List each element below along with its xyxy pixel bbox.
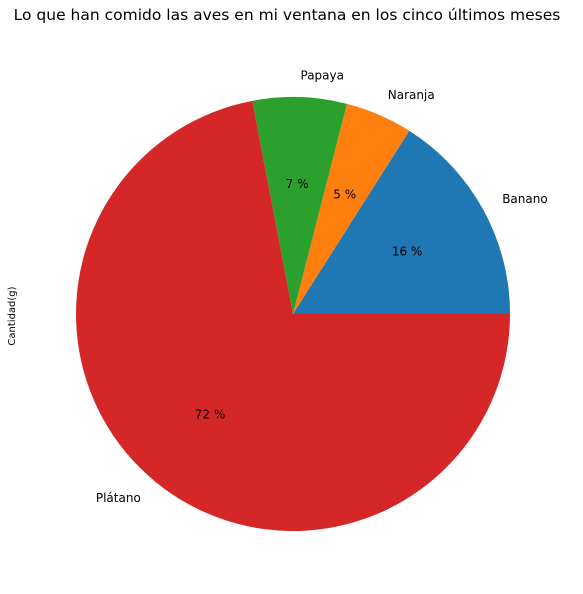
pie-slice-banano: [293, 130, 510, 314]
slice-label-plátano: Plátano: [96, 491, 141, 505]
pie-labels: Banano 16 % Naranja 5 % Papaya 7 % Plátano 72 %: [96, 68, 548, 505]
pie-slice-papaya: [252, 96, 347, 315]
y-axis-label: Cantidad(g): [7, 286, 18, 345]
slice-percent-plátano: 72 %: [195, 407, 226, 421]
chart-title: Lo que han comido las aves en mi ventana…: [14, 6, 561, 24]
slice-label-naranja: Naranja: [388, 88, 435, 102]
pie-slice-naranja: [293, 103, 410, 314]
pie-slice-plátano: [76, 100, 510, 531]
slice-label-papaya: Papaya: [301, 68, 344, 82]
slice-percent-naranja: 5 %: [333, 188, 356, 202]
slice-percent-banano: 16 %: [392, 244, 423, 258]
pie-slices: [76, 96, 510, 531]
slice-percent-papaya: 7 %: [286, 177, 309, 191]
slice-label-banano: Banano: [502, 192, 548, 206]
